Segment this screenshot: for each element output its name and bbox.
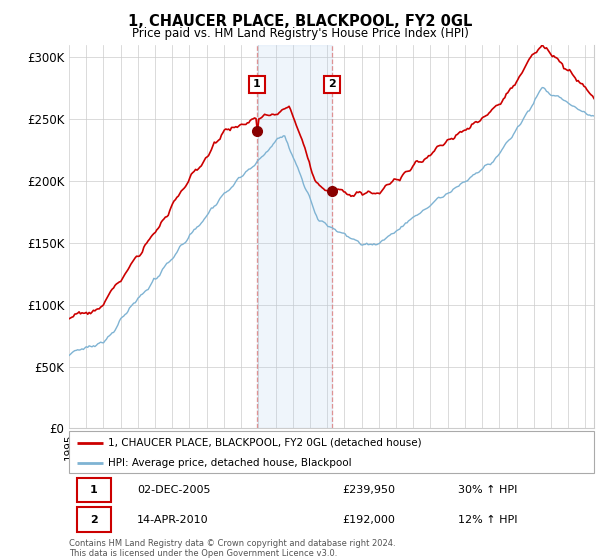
FancyBboxPatch shape [77, 507, 111, 532]
Text: Contains HM Land Registry data © Crown copyright and database right 2024.
This d: Contains HM Land Registry data © Crown c… [69, 539, 395, 558]
Text: 12% ↑ HPI: 12% ↑ HPI [458, 515, 517, 525]
Text: 1: 1 [90, 485, 98, 495]
Text: 02-DEC-2005: 02-DEC-2005 [137, 485, 211, 495]
FancyBboxPatch shape [69, 431, 594, 473]
Text: Price paid vs. HM Land Registry's House Price Index (HPI): Price paid vs. HM Land Registry's House … [131, 27, 469, 40]
Text: 1, CHAUCER PLACE, BLACKPOOL, FY2 0GL: 1, CHAUCER PLACE, BLACKPOOL, FY2 0GL [128, 14, 472, 29]
Text: HPI: Average price, detached house, Blackpool: HPI: Average price, detached house, Blac… [109, 458, 352, 468]
Text: 30% ↑ HPI: 30% ↑ HPI [458, 485, 517, 495]
Text: 2: 2 [90, 515, 98, 525]
Text: 1: 1 [253, 80, 261, 90]
Text: 14-APR-2010: 14-APR-2010 [137, 515, 209, 525]
Text: 1, CHAUCER PLACE, BLACKPOOL, FY2 0GL (detached house): 1, CHAUCER PLACE, BLACKPOOL, FY2 0GL (de… [109, 438, 422, 448]
Text: 2: 2 [328, 80, 336, 90]
FancyBboxPatch shape [77, 478, 111, 502]
Text: £239,950: £239,950 [342, 485, 395, 495]
Text: £192,000: £192,000 [342, 515, 395, 525]
Bar [257, 45, 332, 428]
